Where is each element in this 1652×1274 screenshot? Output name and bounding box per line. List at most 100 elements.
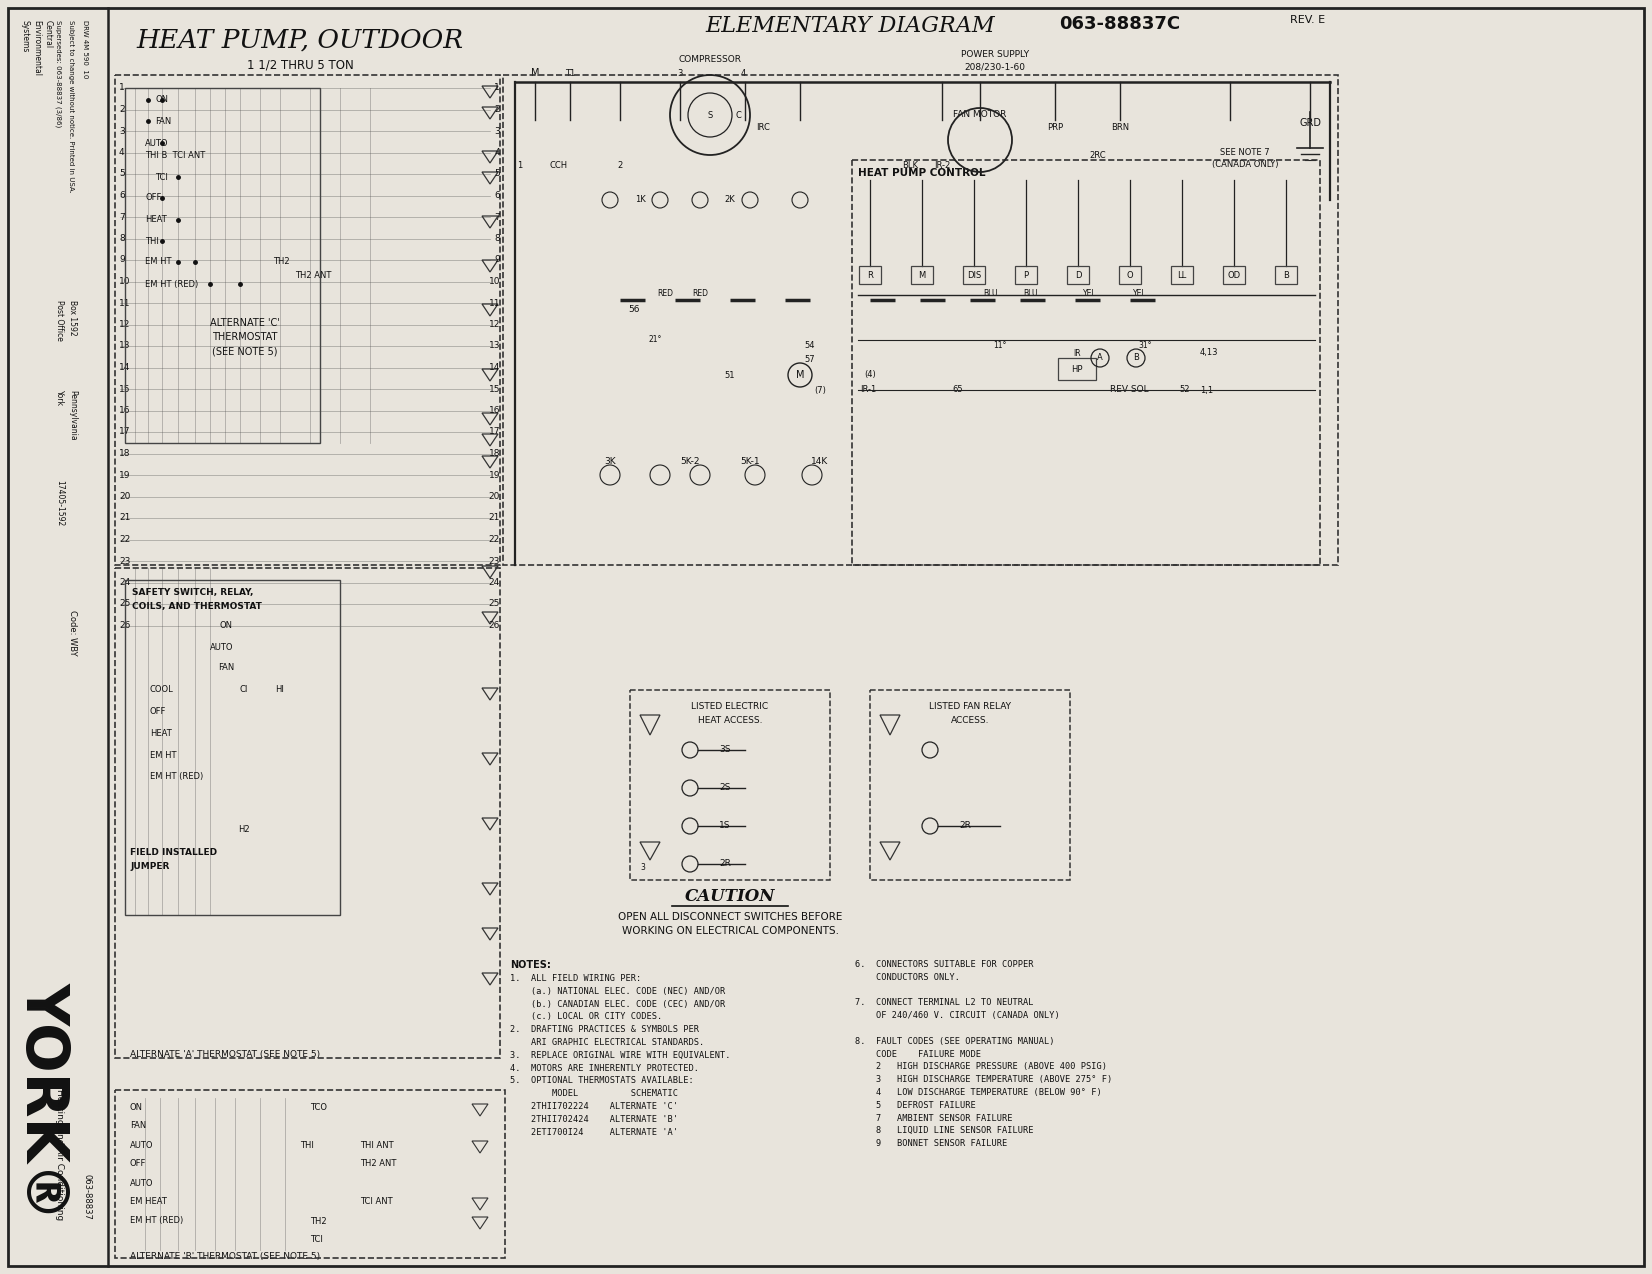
Bar: [859, 266, 881, 284]
Text: 16: 16: [489, 406, 501, 415]
Text: ARI GRAPHIC ELECTRICAL STANDARDS.: ARI GRAPHIC ELECTRICAL STANDARDS.: [510, 1038, 704, 1047]
Text: Central
Environmental
Systems: Central Environmental Systems: [20, 20, 53, 76]
Text: 5: 5: [119, 169, 126, 178]
Text: (4): (4): [864, 371, 876, 380]
Text: Supersedes: 063-88837 (3/86): Supersedes: 063-88837 (3/86): [55, 20, 61, 127]
Text: 26: 26: [489, 620, 501, 631]
Text: 8   LIQUID LINE SENSOR FAILURE: 8 LIQUID LINE SENSOR FAILURE: [856, 1126, 1034, 1135]
Text: P: P: [1024, 270, 1029, 279]
Text: 3.  REPLACE ORIGINAL WIRE WITH EQUIVALENT.: 3. REPLACE ORIGINAL WIRE WITH EQUIVALENT…: [510, 1051, 730, 1060]
Text: 2R: 2R: [719, 860, 730, 869]
Text: 8: 8: [494, 234, 501, 243]
Text: O: O: [1127, 270, 1133, 279]
Text: 063-88837: 063-88837: [83, 1175, 91, 1220]
Text: 6.  CONNECTORS SUITABLE FOR COPPER: 6. CONNECTORS SUITABLE FOR COPPER: [856, 961, 1034, 970]
Text: York: York: [55, 390, 64, 406]
Text: 22: 22: [489, 535, 501, 544]
Text: 20: 20: [489, 492, 501, 501]
Text: (SEE NOTE 5): (SEE NOTE 5): [211, 347, 278, 355]
Text: 3: 3: [641, 864, 646, 873]
Text: RED: RED: [657, 289, 672, 298]
Text: REV SOL: REV SOL: [1110, 386, 1148, 395]
Text: 11: 11: [119, 298, 131, 307]
Text: FIELD INSTALLED: FIELD INSTALLED: [131, 848, 216, 857]
Text: TCO: TCO: [311, 1103, 327, 1112]
Text: TH2: TH2: [311, 1217, 327, 1226]
Text: OD: OD: [1227, 270, 1241, 279]
Text: 2: 2: [618, 161, 623, 169]
Text: 3: 3: [494, 126, 501, 135]
Text: 208/230-1-60: 208/230-1-60: [965, 62, 1026, 71]
Bar: [1014, 266, 1037, 284]
Text: 2.  DRAFTING PRACTICES & SYMBOLS PER: 2. DRAFTING PRACTICES & SYMBOLS PER: [510, 1026, 699, 1034]
Text: THI: THI: [145, 237, 159, 246]
Text: AUTO: AUTO: [131, 1140, 154, 1149]
Text: 2RC: 2RC: [1090, 150, 1107, 159]
Text: 19: 19: [489, 470, 501, 479]
Text: 1: 1: [494, 84, 501, 93]
Text: 51: 51: [725, 371, 735, 380]
Text: T1: T1: [565, 69, 575, 78]
Text: 4: 4: [119, 148, 124, 157]
Text: 13: 13: [119, 341, 131, 350]
Text: 5K-2: 5K-2: [681, 457, 700, 466]
Text: 9: 9: [119, 256, 126, 265]
Text: 2R: 2R: [960, 822, 971, 831]
Text: 9   BONNET SENSOR FAILURE: 9 BONNET SENSOR FAILURE: [856, 1139, 1008, 1148]
Bar: [126, 580, 340, 915]
Text: TH2 ANT: TH2 ANT: [360, 1159, 396, 1168]
Bar: [126, 88, 320, 443]
Text: 17405-1592: 17405-1592: [55, 480, 64, 526]
Text: 13: 13: [489, 341, 501, 350]
Text: LL: LL: [1178, 270, 1186, 279]
Text: MODEL          SCHEMATIC: MODEL SCHEMATIC: [510, 1089, 677, 1098]
Text: ELEMENTARY DIAGRAM: ELEMENTARY DIAGRAM: [705, 15, 995, 37]
Text: OFF: OFF: [150, 707, 167, 716]
Text: A: A: [1097, 353, 1104, 363]
Bar: [852, 161, 1320, 564]
Text: OPEN ALL DISCONNECT SWITCHES BEFORE: OPEN ALL DISCONNECT SWITCHES BEFORE: [618, 912, 843, 922]
Text: BLU: BLU: [1023, 289, 1037, 298]
Text: 2THII702224    ALTERNATE 'C': 2THII702224 ALTERNATE 'C': [510, 1102, 677, 1111]
Text: 20: 20: [119, 492, 131, 501]
Text: 24: 24: [119, 578, 131, 587]
Text: 14: 14: [119, 363, 131, 372]
Bar: [1222, 266, 1246, 284]
Bar: [116, 1091, 506, 1257]
Text: 4: 4: [494, 148, 501, 157]
Text: 7.  CONNECT TERMINAL L2 TO NEUTRAL: 7. CONNECT TERMINAL L2 TO NEUTRAL: [856, 999, 1034, 1008]
Text: TCI ANT: TCI ANT: [360, 1198, 393, 1206]
Text: 063-88837C: 063-88837C: [1059, 15, 1181, 33]
Text: 65: 65: [953, 386, 963, 395]
Text: EM HEAT: EM HEAT: [131, 1198, 167, 1206]
Text: B: B: [1133, 353, 1138, 363]
Text: DRW 4M 590  10: DRW 4M 590 10: [83, 20, 88, 79]
Text: 3: 3: [119, 126, 126, 135]
Bar: [963, 266, 985, 284]
Text: 23: 23: [489, 557, 501, 566]
Text: 56: 56: [628, 306, 639, 315]
Text: HEAT ACCESS.: HEAT ACCESS.: [697, 716, 762, 725]
Text: FAN: FAN: [155, 116, 172, 126]
Text: (CANADA ONLY): (CANADA ONLY): [1213, 161, 1279, 169]
Text: THI: THI: [301, 1140, 314, 1149]
Bar: [910, 266, 933, 284]
Text: HI: HI: [274, 685, 284, 694]
Text: IR-1: IR-1: [861, 386, 876, 395]
Bar: [1171, 266, 1193, 284]
Text: OFF: OFF: [145, 194, 162, 203]
Text: AUTO: AUTO: [131, 1178, 154, 1187]
Text: 21°: 21°: [648, 335, 662, 344]
Text: 5K-1: 5K-1: [740, 457, 760, 466]
Text: 6: 6: [494, 191, 501, 200]
Text: BRN: BRN: [1110, 124, 1128, 132]
Text: 1.  ALL FIELD WIRING PER:: 1. ALL FIELD WIRING PER:: [510, 975, 641, 984]
Text: (b.) CANADIAN ELEC. CODE (CEC) AND/OR: (b.) CANADIAN ELEC. CODE (CEC) AND/OR: [510, 1000, 725, 1009]
Text: 1K: 1K: [634, 195, 646, 205]
Text: Code: WBY: Code: WBY: [68, 610, 78, 656]
Text: ACCESS.: ACCESS.: [952, 716, 990, 725]
Text: 3   HIGH DISCHARGE TEMPERATURE (ABOVE 275° F): 3 HIGH DISCHARGE TEMPERATURE (ABOVE 275°…: [856, 1075, 1112, 1084]
Text: (c.) LOCAL OR CITY CODES.: (c.) LOCAL OR CITY CODES.: [510, 1013, 662, 1022]
Text: 25: 25: [489, 600, 501, 609]
Text: 21: 21: [489, 513, 501, 522]
